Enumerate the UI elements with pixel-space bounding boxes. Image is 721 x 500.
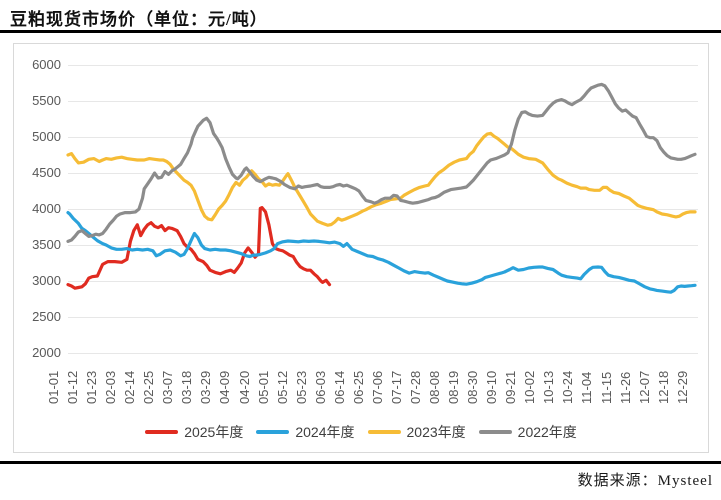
y-tick-label: 3500 xyxy=(32,237,61,252)
x-tick-label: 02-14 xyxy=(122,370,138,404)
x-tick-label: 10-24 xyxy=(560,370,576,404)
chart-card: 6000 5500 5000 4500 4000 3500 3000 2500 2000 01-… xyxy=(13,43,709,453)
x-tick-label: 07-06 xyxy=(369,370,385,404)
legend-item-2025年度: 2025年度 xyxy=(145,422,243,442)
gridline-3000 xyxy=(68,281,698,282)
x-tick-label: 01-12 xyxy=(65,370,81,404)
x-tick-label: 06-14 xyxy=(331,370,347,404)
x-tick-label: 07-28 xyxy=(407,370,423,404)
x-tick-label: 04-20 xyxy=(236,370,252,404)
legend-label: 2022年度 xyxy=(517,424,577,440)
x-tick-label: 05-23 xyxy=(293,370,309,404)
y-tick-label: 3000 xyxy=(32,273,61,288)
legend-item-2022年度: 2022年度 xyxy=(478,422,577,442)
gridline-6000 xyxy=(68,65,698,66)
gridline-2000 xyxy=(68,353,698,354)
legend-item-2023年度: 2023年度 xyxy=(367,422,466,442)
source-credit: 数据来源：Mysteel xyxy=(577,473,713,489)
bottom-rule xyxy=(0,461,721,464)
y-tick-label: 2000 xyxy=(32,345,61,360)
gridline-3500 xyxy=(68,245,698,246)
x-tick-label: 02-25 xyxy=(141,370,157,404)
legend-swatch xyxy=(145,430,179,434)
y-tick-label: 5500 xyxy=(32,93,61,108)
x-tick-label: 08-08 xyxy=(427,370,443,404)
x-tick-label: 04-09 xyxy=(217,370,233,404)
y-tick-label: 2500 xyxy=(32,309,61,324)
legend-swatch xyxy=(367,430,401,434)
x-tick-label: 11-04 xyxy=(579,371,595,404)
series-plot xyxy=(66,82,697,294)
gridline-5000 xyxy=(68,137,698,138)
legend-label: 2024年度 xyxy=(295,424,355,440)
x-tick-label: 10-02 xyxy=(522,370,538,404)
x-tick-label: 03-18 xyxy=(179,370,195,404)
x-tick-label: 07-17 xyxy=(388,370,404,404)
x-tick-label: 06-25 xyxy=(350,370,366,404)
x-tick-label: 12-18 xyxy=(655,370,671,404)
x-tick-label: 08-19 xyxy=(446,370,462,404)
x-tick-label: 02-03 xyxy=(103,370,119,404)
page-title: 豆粕现货市场价（单位：元/吨） xyxy=(10,10,268,29)
x-tick-label: 11-26 xyxy=(617,371,633,404)
x-tick-label: 12-29 xyxy=(674,370,690,404)
x-tick-label: 08-30 xyxy=(465,370,481,404)
x-tick-label: 01-01 xyxy=(46,370,61,404)
x-tick-label: 10-13 xyxy=(541,370,557,404)
gridline-4500 xyxy=(68,173,698,174)
y-tick-label: 6000 xyxy=(32,57,61,72)
series-line-2022年度 xyxy=(66,82,697,243)
x-tick-label: 09-10 xyxy=(484,370,500,404)
y-tick-label: 4500 xyxy=(32,165,61,180)
x-tick-label: 11-15 xyxy=(598,371,614,404)
x-tick-label: 01-23 xyxy=(84,370,100,404)
legend-swatch xyxy=(256,430,290,434)
gridline-2500 xyxy=(68,317,698,318)
legend-item-2024年度: 2024年度 xyxy=(256,422,355,442)
series-line-2023年度 xyxy=(66,131,697,227)
x-tick-label: 09-21 xyxy=(503,370,519,404)
x-tick-label: 03-07 xyxy=(160,370,176,404)
series-line-2024年度 xyxy=(66,211,697,294)
gridline-4000 xyxy=(68,209,698,210)
title-rule xyxy=(0,30,721,33)
series-line-2025年度 xyxy=(66,206,332,290)
legend-swatch xyxy=(478,430,512,434)
x-tick-label: 05-01 xyxy=(255,370,271,404)
legend: 2025年度 2024年度 2023年度 2022年度 xyxy=(14,422,708,442)
legend-label: 2025年度 xyxy=(184,424,244,440)
legend-label: 2023年度 xyxy=(406,424,466,440)
y-tick-label: 5000 xyxy=(32,129,61,144)
x-tick-label: 05-12 xyxy=(274,370,290,404)
x-tick-label: 12-07 xyxy=(636,370,652,404)
x-tick-label: 06-03 xyxy=(312,370,328,404)
x-tick-label: 03-29 xyxy=(198,370,214,404)
y-tick-label: 4000 xyxy=(32,201,61,216)
gridline-5500 xyxy=(68,101,698,102)
